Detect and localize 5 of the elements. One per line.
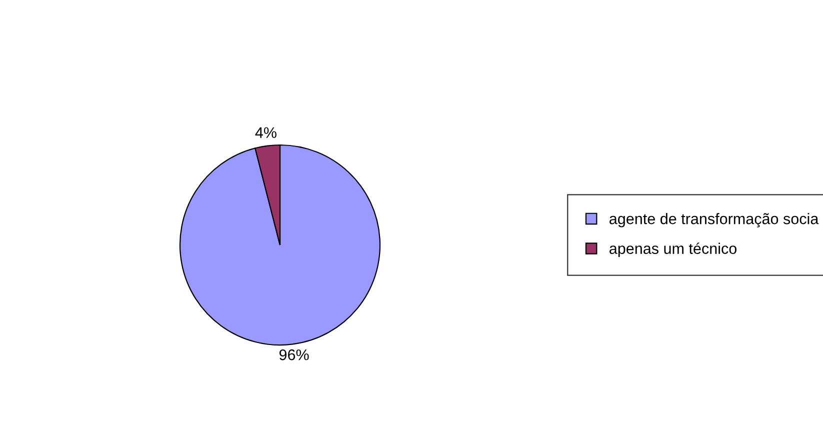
pie-slice xyxy=(179,144,381,346)
data-label: 4% xyxy=(255,127,276,138)
legend-label: apenas um técnico xyxy=(610,242,736,258)
legend-label: agente de transformação socia xyxy=(610,212,819,228)
data-label: 96% xyxy=(279,349,309,360)
